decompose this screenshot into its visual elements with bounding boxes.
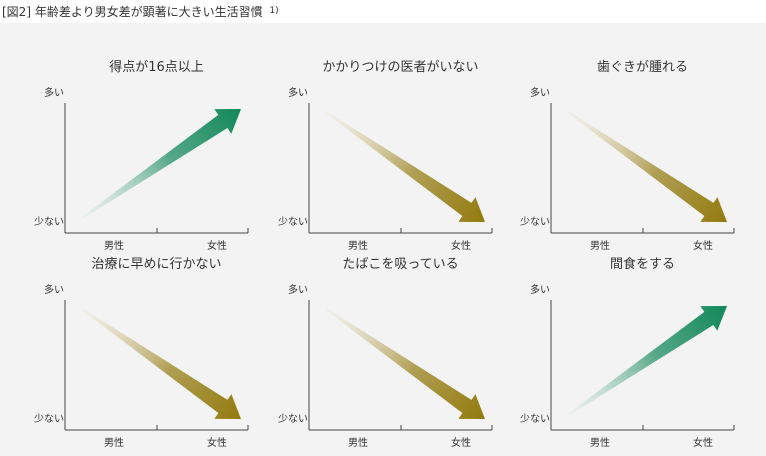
panel-2: かかりつけの医者がいない多い少ない男性 女性: [278, 56, 523, 252]
y-axis-label-bottom: 少ない: [34, 414, 64, 425]
figure-heading: 年齢差より男女差が顕著に大きい生活習慣: [34, 5, 263, 19]
y-axis-label-top: 多い: [44, 88, 64, 99]
trend-arrow-up: [81, 109, 241, 219]
y-axis-label-bottom: 少ない: [520, 414, 550, 425]
arrow-shape: [81, 109, 241, 219]
trend-arrow-up: [567, 306, 727, 416]
x-axis-label-left: 男性: [590, 438, 610, 449]
x-axis-label-left: 男性: [104, 438, 124, 449]
y-axis-label-bottom: 少ない: [278, 217, 308, 228]
arrow-shape: [81, 308, 241, 419]
x-axis-label-left: 男性: [348, 438, 368, 449]
panel-graph: [64, 103, 249, 234]
panel-graph: [550, 103, 735, 234]
trend-arrow-down: [325, 111, 485, 222]
y-axis-label-bottom: 少ない: [520, 217, 550, 228]
x-axis-label-right: 女性: [207, 241, 227, 252]
panel-1: 得点が16点以上多い少ない男性 女性: [34, 56, 279, 252]
x-axis-label-left: 男性: [348, 241, 368, 252]
figure-title: [図2] 年齢差より男女差が顕著に大きい生活習慣 1): [2, 3, 279, 20]
x-axis-label-right: 女性: [451, 438, 471, 449]
panel-5: たばこを吸っている多い少ない男性 女性: [278, 253, 523, 449]
y-axis-label-bottom: 少ない: [34, 217, 64, 228]
y-axis-label-top: 多い: [530, 88, 550, 99]
diagram-canvas: 得点が16点以上 多い 少ない 男性 女性 かかりつけの医者がいない 多い 少ない 男性 女性 …: [0, 23, 766, 456]
trend-arrow-down: [81, 308, 241, 419]
x-axis-label-left: 男性: [590, 241, 610, 252]
trend-arrow-down: [325, 308, 485, 419]
y-axis-label-top: 多い: [530, 285, 550, 296]
panel-graph: [64, 300, 249, 431]
arrow-shape: [325, 111, 485, 222]
x-axis-label-right: 女性: [693, 241, 713, 252]
figure-label: [図2]: [2, 5, 31, 19]
panel-title: 歯ぐきが腫れる: [596, 60, 688, 75]
panel-3: 歯ぐきが腫れる多い少ない男性 女性: [520, 56, 765, 252]
x-axis-label-left: 男性: [104, 241, 124, 252]
panel-graph: [308, 300, 493, 431]
panel-title: 得点が16点以上: [109, 60, 204, 75]
y-axis-label-top: 多い: [44, 285, 64, 296]
panel-title: 間食をする: [609, 257, 675, 272]
panel-title: かかりつけの医者がいない: [322, 60, 479, 75]
x-axis-label-right: 女性: [451, 241, 471, 252]
trend-arrow-down: [567, 111, 727, 222]
panel-graph: [308, 103, 493, 234]
panel-6: 間食をする多い少ない男性 女性: [520, 253, 765, 449]
y-axis-label-top: 多い: [288, 285, 308, 296]
arrow-shape: [567, 306, 727, 416]
arrow-shape: [325, 308, 485, 419]
y-axis-label-top: 多い: [288, 88, 308, 99]
y-axis-label-bottom: 少ない: [278, 414, 308, 425]
figure-note: 1): [269, 6, 279, 16]
panel-title: たばこを吸っている: [342, 257, 459, 272]
panel-graph: [550, 300, 735, 431]
panel-4: 治療に早めに行かない多い少ない男性 女性: [34, 253, 279, 449]
panel-title: 治療に早めに行かない: [91, 257, 222, 272]
arrow-shape: [567, 111, 727, 222]
x-axis-label-right: 女性: [693, 438, 713, 449]
x-axis-label-right: 女性: [207, 438, 227, 449]
